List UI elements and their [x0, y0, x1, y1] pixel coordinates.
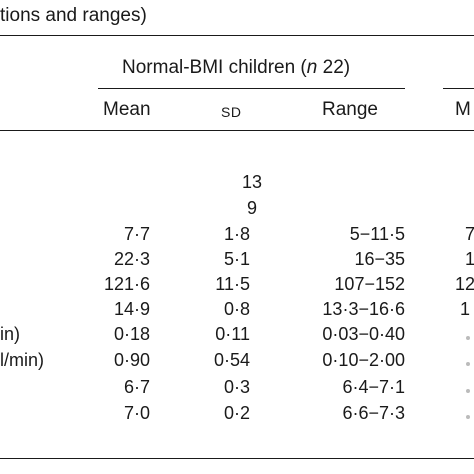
- sd-cell: 0·3: [223, 377, 250, 397]
- range-cell: 107−152: [334, 274, 405, 294]
- mean-cell: 0·18: [113, 324, 150, 344]
- count-value: 13: [241, 172, 263, 192]
- row-label-fragment: in): [0, 324, 21, 344]
- bottom-rule: [0, 458, 474, 459]
- mean-cell: 7·0: [123, 403, 150, 423]
- column-header-next-group: M: [455, 99, 471, 120]
- column-header-range: Range: [322, 99, 378, 120]
- row-label-fragment: l/min): [0, 350, 44, 370]
- range-cell: 0·10−2·00: [322, 350, 405, 370]
- range-cell: 13·3−16·6: [322, 299, 405, 319]
- mean-cell: 22·3: [113, 249, 150, 269]
- group-header: Normal-BMI children (n 22): [122, 57, 351, 78]
- sd-cell: 0·2: [223, 403, 250, 423]
- sd-cell: 5·1: [223, 249, 250, 269]
- column-header-sd: SD: [221, 104, 242, 120]
- mean-cell: 7·7: [123, 224, 150, 244]
- range-cell: 16−35: [354, 249, 405, 269]
- range-cell: 5−11·5: [349, 224, 405, 244]
- sd-cell: 0·8: [223, 299, 250, 319]
- mean-cell: 14·9: [113, 299, 150, 319]
- range-cell: 0·03−0·40: [322, 324, 405, 344]
- mean-cell: 121·6: [103, 274, 150, 294]
- header-rule: [0, 130, 474, 131]
- count-value: 9: [246, 198, 257, 218]
- sd-cell: 0·11: [215, 324, 250, 344]
- next-group-cell: 7: [465, 224, 474, 244]
- cropped-glyph-mark: [466, 362, 470, 366]
- range-cell: 6·6−7·3: [342, 403, 405, 423]
- mean-cell: 0·90: [113, 350, 150, 370]
- cropped-glyph-mark: [466, 415, 470, 419]
- next-group-cell: 1: [465, 249, 474, 269]
- column-header-mean: Mean: [103, 99, 151, 120]
- cropped-glyph-mark: [466, 336, 470, 340]
- sd-cell: 1·8: [223, 224, 250, 244]
- cropped-glyph-mark: [466, 389, 470, 393]
- next-group-cell: 1: [460, 299, 471, 319]
- next-group-underline: [443, 88, 474, 89]
- group-underline: [98, 88, 405, 89]
- top-rule: [0, 35, 474, 36]
- table-caption-fragment: tions and ranges): [0, 5, 147, 26]
- mean-cell: 6·7: [123, 377, 150, 397]
- sd-cell: 11·5: [215, 274, 250, 294]
- next-group-cell: 12: [455, 274, 474, 294]
- sd-cell: 0·54: [213, 350, 250, 370]
- range-cell: 6·4−7·1: [342, 377, 405, 397]
